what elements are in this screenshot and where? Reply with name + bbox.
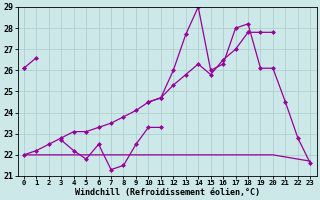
- X-axis label: Windchill (Refroidissement éolien,°C): Windchill (Refroidissement éolien,°C): [75, 188, 260, 197]
